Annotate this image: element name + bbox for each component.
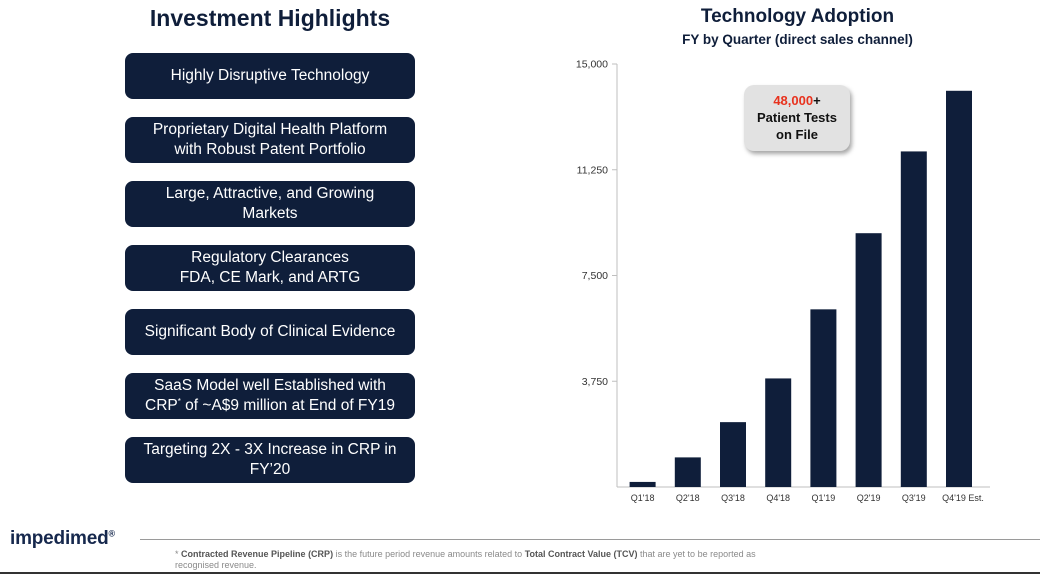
highlight-text: Significant Body of Clinical Evidence xyxy=(144,323,396,340)
y-tick-label: 3,750 xyxy=(582,376,608,388)
y-tick-label: 7,500 xyxy=(582,270,608,282)
bar xyxy=(946,90,972,487)
bar xyxy=(900,151,927,488)
bar xyxy=(765,378,792,487)
bar xyxy=(629,481,656,487)
bar xyxy=(720,422,746,487)
highlight-text: Proprietary Digital Health Platform with… xyxy=(152,121,388,158)
x-tick-label: Q1'19 xyxy=(812,493,836,503)
x-tick-label: Q4'19 Est. xyxy=(942,493,984,503)
bar xyxy=(674,457,701,487)
x-tick-label: Q2'19 xyxy=(857,493,881,503)
x-tick-label: Q3'18 xyxy=(721,493,745,503)
chart-title: Technology Adoption xyxy=(700,6,895,27)
chart-subtitle: FY by Quarter (direct sales channel) xyxy=(682,32,913,47)
bar xyxy=(810,309,837,487)
x-tick-label: Q2'18 xyxy=(676,493,700,503)
callout-suffix: + xyxy=(813,93,821,108)
y-tick-label: 15,000 xyxy=(576,59,608,71)
footer-divider xyxy=(140,539,1040,540)
highlight-text: Targeting 2X - 3X Increase in CRP in FY’… xyxy=(143,441,397,478)
highlight-growing-markets: Large, Attractive, and Growing Markets xyxy=(125,181,415,227)
highlight-digital-health-platform: Proprietary Digital Health Platform with… xyxy=(125,117,415,163)
highlights-title: Investment Highlights xyxy=(149,5,391,31)
patient-tests-callout: 48,000+ Patient Tests on File xyxy=(744,85,850,151)
callout-line-2: Patient Tests xyxy=(757,110,837,125)
highlight-regulatory-clearances: Regulatory Clearances FDA, CE Mark, and … xyxy=(125,245,415,291)
callout-line-3: on File xyxy=(776,127,818,142)
y-tick-label: 11,250 xyxy=(577,164,608,176)
impedimed-logo: impedimed® xyxy=(10,528,115,549)
highlight-text: SaaS Model well Established with CRP* of… xyxy=(145,377,395,414)
highlight-text: Highly Disruptive Technology xyxy=(170,67,370,84)
bar xyxy=(855,233,882,487)
highlight-text: Regulatory Clearances FDA, CE Mark, and … xyxy=(179,249,361,286)
x-tick-label: Q4'18 xyxy=(766,493,790,503)
highlight-clinical-evidence: Significant Body of Clinical Evidence xyxy=(125,309,415,355)
technology-adoption-chart: 3,750 7,500 11,250 15,000 Q1'18 Q2'18 Q3'18 Q4'… xyxy=(576,59,990,503)
bottom-border xyxy=(0,572,1040,574)
highlight-crp-target: Targeting 2X - 3X Increase in CRP in FY’… xyxy=(125,437,415,483)
x-tick-label: Q3'19 xyxy=(902,493,926,503)
highlight-disruptive-technology: Highly Disruptive Technology xyxy=(125,53,415,99)
highlight-text: Large, Attractive, and Growing Markets xyxy=(165,185,375,222)
crp-footnote: * Contracted Revenue Pipeline (CRP) is t… xyxy=(175,549,756,570)
highlight-saas-model: SaaS Model well Established with CRP* of… xyxy=(125,373,415,419)
callout-number: 48,000 xyxy=(773,93,814,108)
x-tick-label: Q1'18 xyxy=(631,493,655,503)
